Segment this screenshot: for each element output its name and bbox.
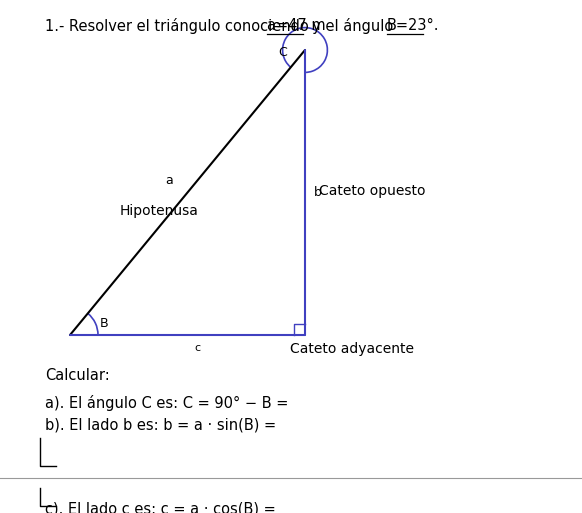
Text: b). El lado b es: b = a · sin(B) =: b). El lado b es: b = a · sin(B) = xyxy=(45,418,276,433)
Text: y el ángulo: y el ángulo xyxy=(303,18,398,34)
Text: B: B xyxy=(100,317,109,330)
Text: a=47 m: a=47 m xyxy=(267,18,325,33)
Text: 1.- Resolver el triángulo conociendo: 1.- Resolver el triángulo conociendo xyxy=(45,18,313,34)
Text: b: b xyxy=(314,186,322,199)
Text: C: C xyxy=(278,46,287,59)
Text: Calcular:: Calcular: xyxy=(45,368,110,383)
Text: Cateto adyacente: Cateto adyacente xyxy=(290,342,414,356)
Text: Hipotenusa: Hipotenusa xyxy=(120,204,199,218)
Text: B=23°.: B=23°. xyxy=(387,18,439,33)
Text: a: a xyxy=(166,174,173,187)
Text: Cateto opuesto: Cateto opuesto xyxy=(319,184,425,198)
Text: c). El lado c es: c = a · cos(B) =: c). El lado c es: c = a · cos(B) = xyxy=(45,502,276,513)
Text: c: c xyxy=(194,343,201,353)
Text: a). El ángulo C es: C = 90° − B =: a). El ángulo C es: C = 90° − B = xyxy=(45,395,288,411)
